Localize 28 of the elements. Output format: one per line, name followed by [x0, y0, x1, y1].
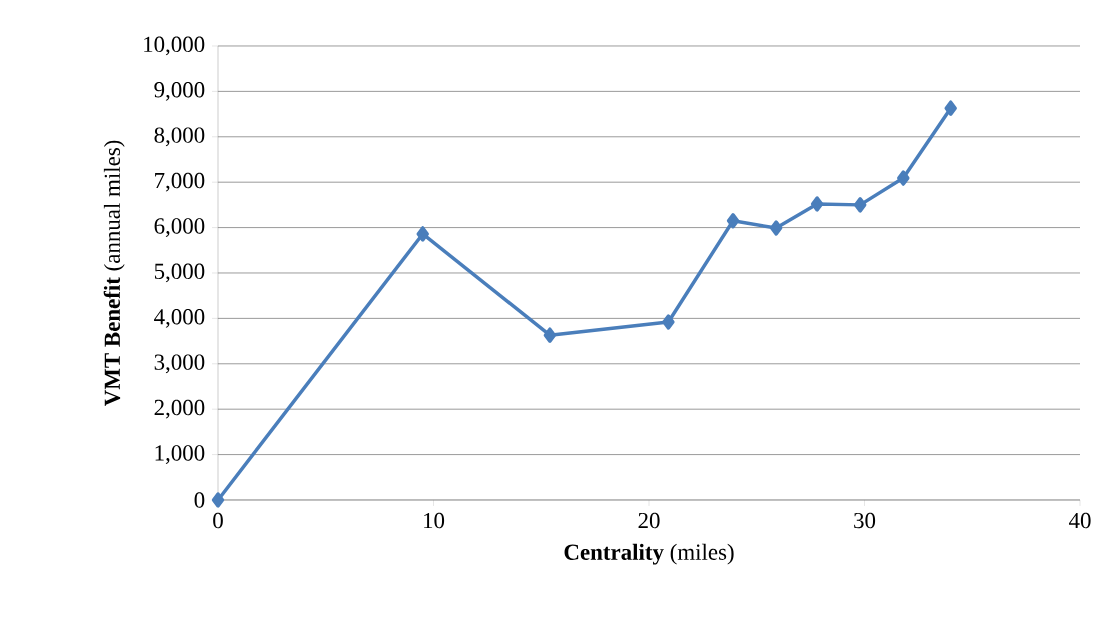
x-tick-label: 10: [424, 512, 445, 529]
point: [769, 220, 783, 236]
y-tick-label: 7,000: [155, 172, 205, 192]
y-axis-title: VMT Benefit (annual miles): [103, 140, 125, 407]
point: [726, 213, 740, 229]
point: [853, 197, 867, 213]
point: [897, 170, 910, 186]
point: [543, 327, 557, 343]
x-tick-label: 40: [1069, 512, 1091, 529]
y-tick-label: 2,000: [154, 399, 205, 419]
y-tick-label: 4,000: [154, 308, 205, 328]
y-tick-label: 8,000: [154, 127, 205, 147]
x-tick-label: 20: [638, 512, 660, 529]
y-tick-label: 5,000: [154, 263, 205, 283]
y-tick-label: 9,000: [154, 81, 205, 101]
y-tick-label: 0: [194, 492, 205, 508]
y-tick-label: 1,000: [155, 445, 205, 464]
x-tick-label: 30: [854, 512, 876, 529]
y-tick-label: 6,000: [154, 218, 205, 237]
y-tick-label: 3,000: [154, 354, 205, 374]
point: [810, 196, 824, 212]
point: [944, 100, 957, 116]
x-axis-title: Centrality (miles): [564, 543, 734, 565]
point: [211, 492, 225, 508]
point: [416, 226, 429, 242]
x-tick-label: 0: [213, 512, 223, 529]
point: [662, 314, 675, 330]
y-tick-label: 10,000: [144, 36, 205, 56]
